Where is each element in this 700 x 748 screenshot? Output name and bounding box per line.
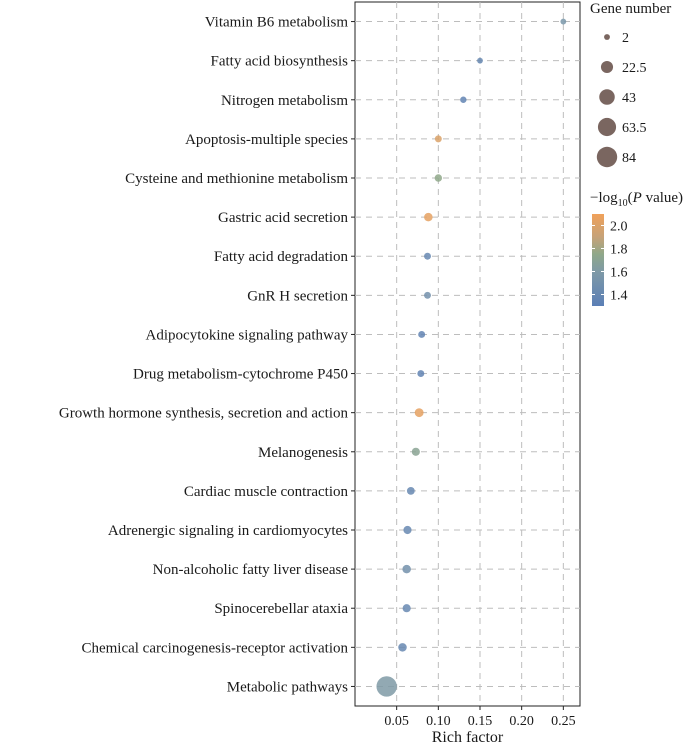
y-axis: Vitamin B6 metabolism Fatty acid biosynth…: [59, 15, 355, 695]
data-point: [434, 135, 442, 143]
size-legend: Gene number 2 22.5 43 63.5 84: [590, 1, 671, 168]
data-point: [414, 408, 424, 418]
data-point: [560, 18, 567, 25]
y-category-label: Drug metabolism-cytochrome P450: [133, 367, 348, 383]
size-legend-key: [599, 89, 615, 105]
data-point: [434, 174, 443, 182]
y-category-label: Cysteine and methionine metabolism: [125, 171, 348, 187]
color-legend-label: 1.6: [610, 266, 628, 281]
data-point: [402, 604, 411, 613]
x-tick-label: 0.20: [509, 714, 534, 729]
data-point: [403, 525, 412, 535]
y-category-label: Non-alcoholic fatty liver disease: [153, 562, 349, 578]
size-legend-label: 43: [622, 91, 636, 106]
color-legend-title-sub: 10: [618, 198, 628, 209]
y-category-label: Fatty acid biosynthesis: [211, 54, 349, 70]
y-category-label: Nitrogen metabolism: [221, 93, 348, 109]
x-axis: 0.05 0.10 0.15 0.20 0.25: [384, 706, 576, 729]
y-category-label: Metabolic pathways: [227, 679, 348, 695]
color-legend-title: −log10(P value): [590, 190, 683, 209]
y-category-label: Spinocerebellar ataxia: [214, 601, 348, 617]
y-category-label: GnR H secretion: [247, 288, 348, 304]
size-legend-key: [596, 146, 618, 168]
data-point: [417, 370, 425, 378]
y-category-label: Gastric acid secretion: [218, 210, 348, 226]
data-point: [406, 486, 415, 495]
size-legend-key: [600, 60, 614, 74]
y-category-label: Adipocytokine signaling pathway: [146, 327, 349, 343]
data-point: [424, 291, 431, 299]
x-tick-label: 0.25: [551, 714, 576, 729]
x-tick-label: 0.10: [426, 714, 451, 729]
grid-lines: [355, 2, 580, 706]
y-category-label: Apoptosis-multiple species: [185, 132, 348, 148]
color-legend-label: 2.0: [610, 220, 628, 235]
color-legend-title-italic: P: [632, 190, 642, 206]
size-legend-label: 84: [622, 151, 636, 166]
data-point: [424, 252, 431, 260]
data-point: [424, 212, 433, 222]
color-legend-title-open: (: [628, 190, 633, 206]
data-point: [460, 96, 467, 104]
data-point: [398, 643, 407, 652]
y-category-label: Fatty acid degradation: [214, 249, 349, 265]
color-legend-label: 1.4: [610, 289, 628, 304]
x-tick-label: 0.05: [384, 714, 409, 729]
y-category-label: Melanogenesis: [258, 445, 348, 461]
y-category-label: Chemical carcinogenesis-receptor activat…: [81, 640, 348, 656]
data-points: [376, 18, 567, 697]
data-point: [411, 447, 420, 456]
size-legend-key: [604, 34, 610, 40]
x-axis-title: Rich factor: [432, 729, 504, 746]
data-point: [477, 57, 483, 64]
size-legend-key: [597, 117, 617, 137]
y-category-label: Cardiac muscle contraction: [184, 484, 349, 500]
data-point: [402, 564, 411, 574]
plot-area: Vitamin B6 metabolism Fatty acid biosynth…: [59, 1, 581, 746]
data-point: [376, 676, 397, 697]
color-legend-title-prefix: −log: [590, 190, 618, 206]
y-category-label: Adrenergic signaling in cardiomyocytes: [108, 523, 348, 539]
color-legend-title-suffix: value): [642, 190, 683, 206]
size-legend-label: 2: [622, 31, 629, 46]
data-point: [418, 330, 426, 338]
y-category-label: Growth hormone synthesis, secretion and …: [59, 406, 349, 422]
color-bar: [592, 214, 604, 306]
size-legend-label: 63.5: [622, 121, 647, 136]
size-legend-label: 22.5: [622, 61, 647, 76]
color-legend: −log10(P value) 2.0 1.8 1.6 1.4: [590, 190, 683, 306]
panel-border: [354, 1, 581, 707]
color-legend-label: 1.8: [610, 243, 628, 258]
x-tick-label: 0.15: [468, 714, 493, 729]
size-legend-title: Gene number: [590, 1, 671, 17]
y-category-label: Vitamin B6 metabolism: [205, 15, 349, 31]
